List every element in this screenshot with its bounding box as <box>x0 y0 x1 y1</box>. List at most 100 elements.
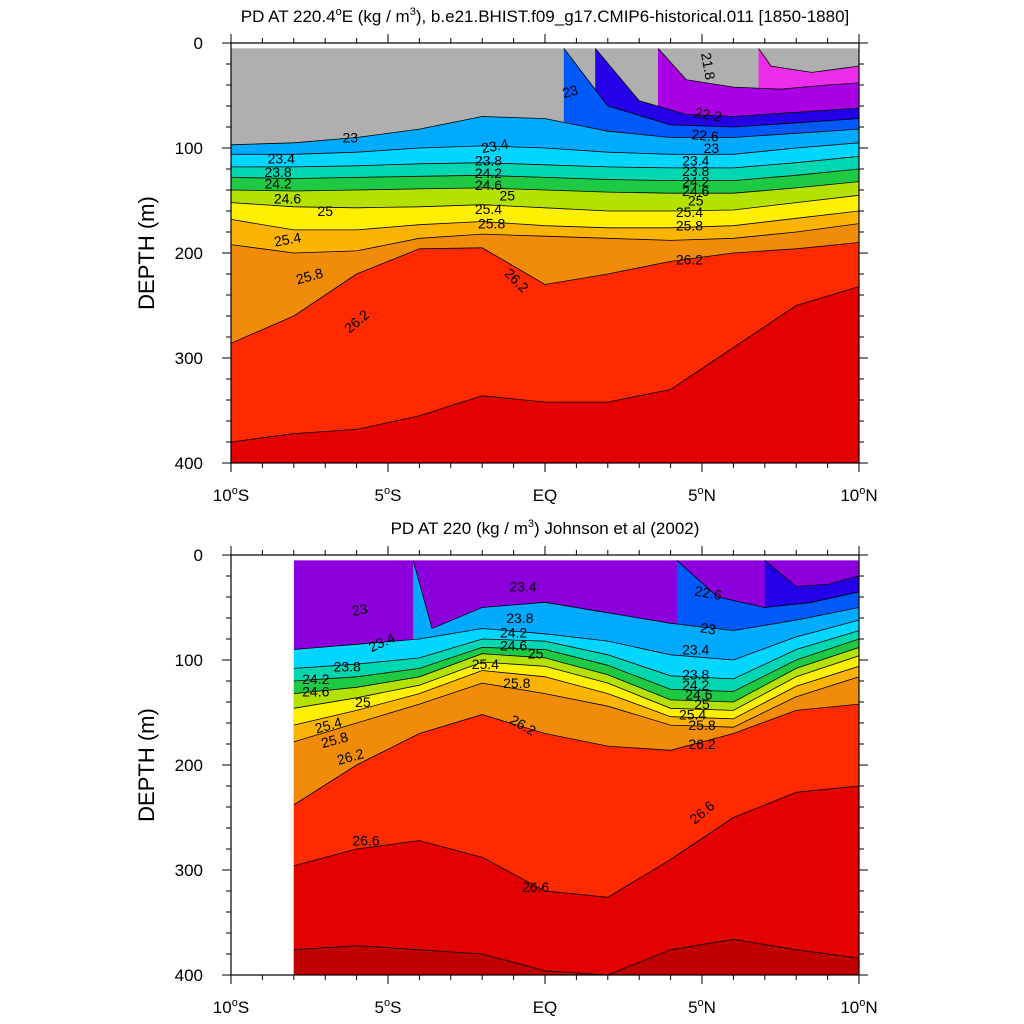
contour-label: 25.8 <box>478 216 505 232</box>
contour-band-27 <box>293 939 859 975</box>
contour-label: 24.2 <box>500 625 527 641</box>
contour-label: 25 <box>355 694 371 710</box>
contour-band-26.6 <box>231 286 859 463</box>
panel-observations-title: PD AT 220 (kg / m3) Johnson et al (2002) <box>391 518 700 538</box>
contour-label: 24.6 <box>685 687 712 703</box>
ytick-label: 100 <box>175 651 203 670</box>
contour-label: 21.8 <box>698 51 719 81</box>
contour-line-24.2 <box>293 638 859 692</box>
contour-label: 25.4 <box>676 204 703 220</box>
ytick-label: 300 <box>175 861 203 880</box>
xtick-label: EQ <box>533 486 558 505</box>
contour-label: 23.8 <box>475 153 502 169</box>
contour-label: 25.4 <box>475 201 502 217</box>
contour-label: 25.8 <box>688 717 715 733</box>
ytick-label: 200 <box>175 756 203 775</box>
xtick-label: 5oS <box>375 485 402 505</box>
xtick-label: 10oS <box>213 485 249 505</box>
contour-line-21.8 <box>657 48 859 90</box>
contour-label: 24.6 <box>500 637 527 653</box>
contour-label: 23 <box>561 82 580 102</box>
contour-label: 23 <box>351 600 369 618</box>
contour-label: 24.2 <box>475 165 502 181</box>
contour-label: 24.2 <box>682 174 709 190</box>
contour-label: 23.4 <box>509 579 536 595</box>
contour-label: 23.8 <box>334 658 361 674</box>
contour-line-25.4 <box>293 665 859 726</box>
contour-label: 24.2 <box>302 671 329 687</box>
contour-label: 26.2 <box>335 745 366 768</box>
contour-label: 25 <box>528 646 544 662</box>
contour-line-23.8 <box>293 630 859 680</box>
contour-line-22.6 <box>676 560 859 608</box>
contour-label: 25.8 <box>294 265 325 288</box>
contour-label: 23 <box>704 140 720 156</box>
xtick-label: 5oN <box>688 997 716 1017</box>
panel-model-title: PD AT 220.4oE (kg / m3), b.e21.BHIST.f09… <box>241 6 850 26</box>
contour-line-22.2 <box>764 560 859 587</box>
contour-line-23.8 <box>231 156 859 169</box>
ytick-label: 300 <box>175 349 203 368</box>
contour-label: 23 <box>343 130 359 146</box>
contour-line-23 <box>412 560 859 632</box>
panel-observations-ylabel: DEPTH (m) <box>134 708 159 822</box>
contour-line-24.6 <box>293 647 859 703</box>
contour-label: 25.4 <box>472 656 499 672</box>
contour-label: 25 <box>317 203 333 219</box>
ytick-label: 100 <box>175 139 203 158</box>
contour-line-25.4 <box>231 210 859 231</box>
contour-label: 25.8 <box>676 218 703 234</box>
xtick-label: 10oS <box>213 997 249 1017</box>
panel-model-ylabel: DEPTH (m) <box>134 196 159 310</box>
contour-label: 23.4 <box>480 136 510 157</box>
contour-label: 24.6 <box>475 177 502 193</box>
contour-line-26.2 <box>293 703 859 806</box>
contour-label: 24.6 <box>682 183 709 199</box>
contour-label: 24.2 <box>682 677 709 693</box>
contour-line-25 <box>231 194 859 212</box>
contour-line-26.2 <box>231 242 859 344</box>
contour-label: 23.4 <box>682 642 709 658</box>
contour-label: 26.2 <box>676 251 703 267</box>
contour-line-24.2 <box>231 168 859 181</box>
contour-label: 23.4 <box>268 151 295 167</box>
contour-label: 23.8 <box>506 610 533 626</box>
ytick-label: 200 <box>175 244 203 263</box>
contour-line-25.8 <box>231 223 859 254</box>
contour-label: 23.8 <box>264 164 291 180</box>
contour-label: 22.6 <box>691 126 720 144</box>
contour-line-26.6 <box>293 785 859 898</box>
contour-label: 23 <box>699 619 717 637</box>
contour-label: 25.4 <box>273 229 303 250</box>
contour-label: 25.4 <box>679 707 706 723</box>
contour-line-23.4 <box>231 142 859 155</box>
xtick-label: 5oN <box>688 485 716 505</box>
contour-label: 23.4 <box>682 153 709 169</box>
contour-label: 24.2 <box>264 176 291 192</box>
contour-label: 23.8 <box>682 667 709 683</box>
contour-label: 25.8 <box>319 728 350 751</box>
xtick-label: 5oS <box>375 997 402 1017</box>
contour-line-23.4 <box>293 619 859 661</box>
xtick-label: 10oN <box>840 997 877 1017</box>
contour-label: 23.8 <box>682 163 709 179</box>
contour-label: 26.6 <box>522 879 549 895</box>
xtick-label: 10oN <box>840 485 877 505</box>
contour-band-26.6 <box>293 786 859 975</box>
contour-line-27 <box>293 938 859 975</box>
contour-line-22.2 <box>594 48 859 117</box>
contour-label: 24.6 <box>274 190 301 206</box>
contour-line-21.4 <box>758 48 859 73</box>
contour-line-22.6 <box>563 48 859 128</box>
contour-line-25 <box>293 655 859 711</box>
contour-label: 26.2 <box>688 736 715 752</box>
contour-line-23 <box>231 116 859 146</box>
panel-observations: PD AT 220 (kg / m3) Johnson et al (2002)… <box>134 518 878 1017</box>
ytick-label: 400 <box>175 454 203 473</box>
xtick-label: EQ <box>533 998 558 1017</box>
ytick-label: 0 <box>194 34 203 53</box>
contour-label: 24.6 <box>302 684 329 700</box>
contour-line-26.6 <box>231 286 859 443</box>
panel-model: PD AT 220.4oE (kg / m3), b.e21.BHIST.f09… <box>134 6 878 505</box>
